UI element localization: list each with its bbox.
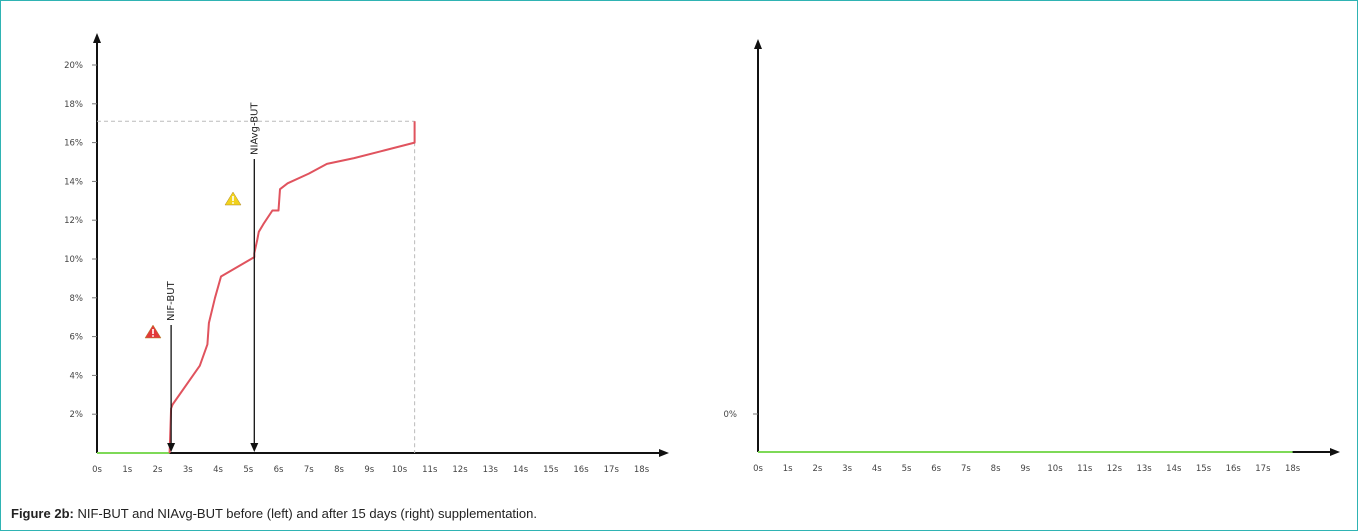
x-tick-label: 11s xyxy=(422,465,438,475)
y-tick-label: 20% xyxy=(64,61,83,71)
x-tick-label: 4s xyxy=(213,465,223,475)
marker-arrowhead xyxy=(167,443,176,452)
x-tick-label: 17s xyxy=(604,465,620,475)
x-tick-label: 0s xyxy=(753,464,763,474)
x-tick-label: 13s xyxy=(483,465,499,475)
x-tick-label: 7s xyxy=(961,464,971,474)
caption-label: Figure 2b: xyxy=(11,506,74,521)
x-tick-label: 16s xyxy=(1226,464,1242,474)
marker-label: NIAvg-BUT xyxy=(249,102,260,155)
x-tick-label: 14s xyxy=(513,465,529,475)
x-tick-label: 1s xyxy=(783,464,793,474)
tear-film-curve xyxy=(168,121,416,454)
x-tick-label: 7s xyxy=(304,465,314,475)
x-tick-label: 14s xyxy=(1166,464,1182,474)
x-tick-label: 10s xyxy=(392,465,408,475)
x-tick-label: 17s xyxy=(1255,464,1271,474)
x-tick-label: 6s xyxy=(274,465,284,475)
x-tick-label: 11s xyxy=(1077,464,1093,474)
warning-bar xyxy=(152,329,154,334)
y-tick-label: 14% xyxy=(64,177,83,187)
x-tick-label: 2s xyxy=(153,465,163,475)
y-tick-label: 4% xyxy=(70,371,84,381)
yellow-warning-icon xyxy=(224,191,242,206)
y-tick-label: 18% xyxy=(64,100,83,110)
x-tick-label: 6s xyxy=(931,464,941,474)
warning-dot xyxy=(152,335,154,337)
x-tick-label: 18s xyxy=(634,465,650,475)
x-tick-label: 15s xyxy=(543,465,559,475)
x-tick-label: 12s xyxy=(452,465,468,475)
x-tick-label: 3s xyxy=(842,464,852,474)
x-tick-label: 1s xyxy=(122,465,132,475)
x-tick-label: 5s xyxy=(902,464,912,474)
x-tick-label: 2s xyxy=(812,464,822,474)
x-tick-label: 12s xyxy=(1107,464,1123,474)
marker-arrowhead xyxy=(250,443,259,452)
y-tick-label: 6% xyxy=(70,333,84,343)
x-tick-label: 16s xyxy=(573,465,589,475)
y-tick-label: 10% xyxy=(64,255,83,265)
charts-canvas: 2% 4% 6% 8% 10% 12% 14% 16% 18% 20% 0s 1s 2s 3s 4s 5s 6s… xyxy=(64,33,1340,475)
y-tick-label: 0% xyxy=(724,410,738,420)
x-tick-label: 8s xyxy=(991,464,1001,474)
y-tick-label: 8% xyxy=(70,294,84,304)
x-tick-label: 9s xyxy=(364,465,374,475)
x-tick-label: 13s xyxy=(1136,464,1152,474)
x-tick-label: 4s xyxy=(872,464,882,474)
x-tick-label: 10s xyxy=(1047,464,1063,474)
x-tick-label: 8s xyxy=(334,465,344,475)
red-warning-icon xyxy=(144,324,162,339)
x-tick-label: 9s xyxy=(1020,464,1030,474)
x-tick-label: 18s xyxy=(1285,464,1301,474)
y-tick-label: 16% xyxy=(64,139,83,149)
x-tick-label: 15s xyxy=(1196,464,1212,474)
y-tick-label: 12% xyxy=(64,216,83,226)
left-chart: 2% 4% 6% 8% 10% 12% 14% 16% 18% 20% 0s 1s 2s 3s 4s 5s 6s… xyxy=(64,33,669,475)
x-tick-label: 0s xyxy=(92,465,102,475)
warning-dot xyxy=(232,202,234,204)
y-tick-label: 2% xyxy=(70,410,84,420)
right-chart: 0% 0s 1s 2s 3s 4s 5s 6s 7s 8s 9s 10s 11s 12s 13s 14s 15s… xyxy=(724,39,1340,474)
x-tick-label: 3s xyxy=(183,465,193,475)
warning-bar xyxy=(232,196,234,201)
marker-label: NIF-BUT xyxy=(166,280,177,321)
figure-caption: Figure 2b: NIF-BUT and NIAvg-BUT before … xyxy=(11,506,537,521)
x-tick-label: 5s xyxy=(243,465,253,475)
caption-text: NIF-BUT and NIAvg-BUT before (left) and … xyxy=(73,506,538,521)
